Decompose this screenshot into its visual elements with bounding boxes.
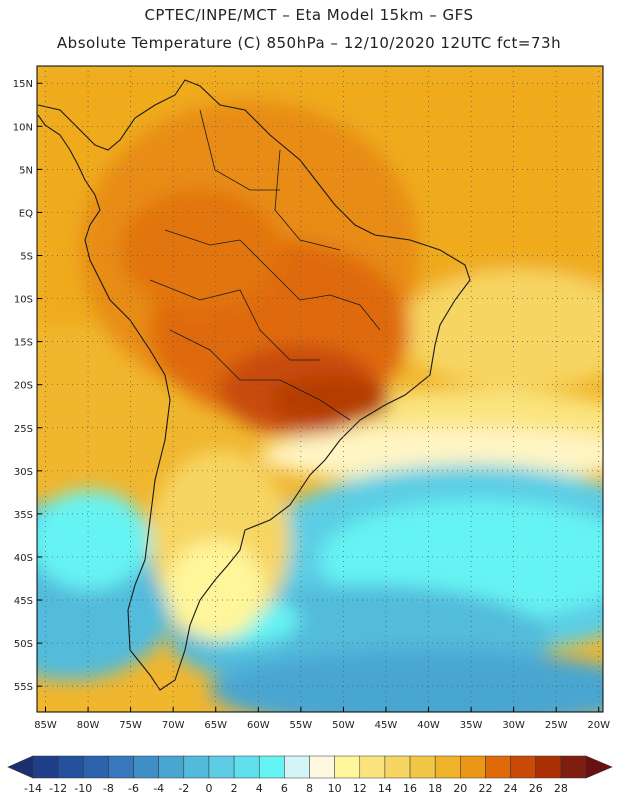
colorbar-swatch (485, 755, 511, 779)
colorbar-label: 26 (529, 782, 543, 795)
colorbar-swatch (309, 755, 335, 779)
colorbar-label: 24 (504, 782, 518, 795)
colorbar-label: 10 (328, 782, 342, 795)
colorbar-label: 28 (554, 782, 568, 795)
lon-label: 50W (332, 720, 355, 731)
lon-label: 70W (162, 720, 185, 731)
map-frame (36, 65, 604, 713)
colorbar-label: -10 (74, 782, 92, 795)
colorbar-label: 18 (428, 782, 442, 795)
colorbar-label: 8 (306, 782, 313, 795)
lat-label: 40S (14, 553, 33, 564)
lat-label: 15N (13, 79, 33, 90)
lat-label: 10S (14, 295, 33, 306)
colorbar-label: -2 (178, 782, 189, 795)
lon-label: 60W (247, 720, 270, 731)
lat-label: 25S (14, 424, 33, 435)
lat-label: 20S (14, 381, 33, 392)
colorbar-label: 20 (453, 782, 467, 795)
colorbar-swatch (284, 755, 310, 779)
colorbar-label: 16 (403, 782, 417, 795)
lon-label: 30W (502, 720, 525, 731)
colorbar-label: 6 (281, 782, 288, 795)
colorbar-swatch (183, 755, 210, 779)
colorbar-swatch (208, 755, 235, 779)
colorbar-under-arrow (7, 755, 34, 779)
colorbar-over-arrow (585, 755, 613, 779)
colorbar-swatch (108, 755, 134, 779)
colorbar-swatch (384, 755, 411, 779)
colorbar-swatch (359, 755, 386, 779)
lat-label: 50S (14, 639, 33, 650)
title-line-1: CPTEC/INPE/MCT – Eta Model 15km – GFS (144, 6, 474, 24)
colorbar-label: -12 (49, 782, 67, 795)
title-line-2: Absolute Temperature (C) 850hPa – 12/10/… (56, 34, 562, 52)
colorbar-swatch (510, 755, 536, 779)
temperature-field (37, 66, 603, 712)
lat-label: 5S (20, 251, 33, 262)
colorbar-swatch (233, 755, 260, 779)
lon-label: 35W (460, 720, 483, 731)
colorbar-swatch (57, 755, 84, 779)
colorbar-label: 0 (205, 782, 212, 795)
colorbar-label: 22 (478, 782, 492, 795)
longitude-labels: 85W 80W 75W 70W 65W 60W 55W 50W 45W 40W 35W 30W 25W 2… (34, 707, 610, 731)
lat-label: 15S (14, 338, 33, 349)
lat-label: 30S (14, 467, 33, 478)
lat-label: 45S (14, 596, 33, 607)
colorbar-swatch (158, 755, 185, 779)
colorbar-label: -8 (103, 782, 114, 795)
colorbar-swatch (409, 755, 436, 779)
colorbar-label: 4 (256, 782, 263, 795)
colorbar-swatch (560, 755, 587, 779)
lat-label: 35S (14, 510, 33, 521)
lon-label: 45W (375, 720, 398, 731)
colorbar-swatch (83, 755, 109, 779)
colorbar-swatch (258, 755, 285, 779)
lat-label: 10N (13, 122, 33, 133)
colorbar-swatch (32, 755, 59, 779)
coastlines (37, 79, 471, 691)
colorbar-label: 2 (231, 782, 238, 795)
colorbar: -14 -12 -10 -8 -6 -4 -2 0 2 4 6 8 10 12 14 16 18 20 22 24 26… (7, 755, 613, 795)
colorbar-label: -6 (128, 782, 139, 795)
colorbar-label: -14 (24, 782, 42, 795)
lat-label: 55S (14, 682, 33, 693)
colorbar-swatch (334, 755, 361, 779)
colorbar-swatch (460, 755, 486, 779)
colorbar-swatch (434, 755, 461, 779)
lon-label: 85W (34, 720, 57, 731)
lon-label: 65W (204, 720, 227, 731)
lat-label: EQ (19, 208, 33, 219)
lon-label: 55W (290, 720, 313, 731)
lon-label: 40W (417, 720, 440, 731)
lon-label: 75W (119, 720, 142, 731)
lon-label: 20W (587, 720, 610, 731)
lat-label: 5N (19, 165, 33, 176)
latitude-labels: 15N 10N 5N EQ 5S 10S 15S 20S 25S 30S 35S 40S 45S 50S 5… (13, 79, 42, 693)
colorbar-swatch (535, 755, 562, 779)
lon-label: 25W (545, 720, 568, 731)
lon-label: 80W (77, 720, 100, 731)
colorbar-label: 14 (378, 782, 392, 795)
colorbar-swatch (133, 755, 159, 779)
colorbar-label: -4 (153, 782, 164, 795)
colorbar-label: 12 (353, 782, 367, 795)
